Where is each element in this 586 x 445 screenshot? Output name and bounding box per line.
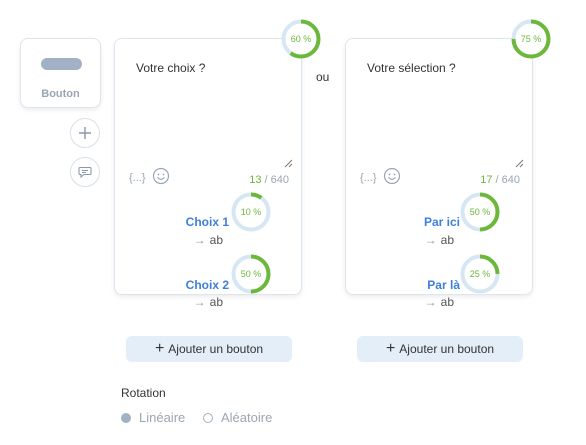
radio-aleatoire[interactable]: Aléatoire <box>203 410 272 425</box>
choice-target[interactable]: → ab <box>193 233 223 247</box>
choice-label[interactable]: Par ici <box>423 215 460 229</box>
arrow-right-icon: → <box>424 295 437 309</box>
choice-percent-ring: 50 % <box>231 254 271 294</box>
choice-percent-ring: 10 % <box>231 192 271 232</box>
plus-icon: + <box>154 340 165 357</box>
separator-text: ou <box>316 70 330 84</box>
choice-card-1: Votre choix ? {...} 13 / 640 Choix 1 → ab… <box>114 38 302 362</box>
card-completion-ring: 60 % <box>281 19 321 59</box>
emoji-icon[interactable] <box>152 167 170 185</box>
prompt-text[interactable]: Votre sélection ? <box>367 61 456 75</box>
radio-selected-icon <box>121 412 131 423</box>
button-shape-icon <box>41 58 82 70</box>
arrow-right-icon: → <box>193 295 206 309</box>
card-completion-label: 75 % <box>520 34 542 44</box>
choice-progress-ring-svg <box>460 192 500 232</box>
card-completion-ring: 75 % <box>511 19 551 59</box>
choice-percent-ring: 25 % <box>460 254 500 294</box>
choice-label[interactable]: Par là <box>427 278 460 292</box>
variable-icon[interactable]: {...} <box>360 172 377 184</box>
plus-icon <box>79 127 91 139</box>
plus-icon: + <box>385 340 396 357</box>
button-tool-card[interactable]: Bouton <box>20 38 101 108</box>
add-button-button[interactable]: + Ajouter un bouton <box>357 336 523 362</box>
arrow-right-icon: → <box>424 233 437 247</box>
choice-progress-ring-svg <box>231 192 271 232</box>
choice-progress-ring-svg <box>460 254 500 294</box>
counter-current: 17 <box>480 174 493 186</box>
counter-max: / 640 <box>261 174 289 186</box>
button-tool-label: Bouton <box>41 88 80 100</box>
add-button-button[interactable]: + Ajouter un bouton <box>126 336 292 362</box>
rotation-title: Rotation <box>121 386 166 400</box>
choice-percent-label: 25 % <box>469 269 491 279</box>
choice-target[interactable]: → ab <box>193 295 223 309</box>
radio-lineaire[interactable]: Linéaire <box>121 410 185 425</box>
counter-max: / 640 <box>492 174 520 186</box>
choice-target[interactable]: → ab <box>424 233 454 247</box>
card-completion-label: 60 % <box>290 34 312 44</box>
choice-label[interactable]: Choix 1 <box>185 215 229 229</box>
card-completion-ring-svg <box>281 19 321 59</box>
add-comment-button[interactable] <box>70 157 100 187</box>
choice-target[interactable]: → ab <box>424 295 454 309</box>
choice-progress-ring-svg <box>231 254 271 294</box>
radio-unselected-icon <box>203 412 213 423</box>
variable-icon[interactable]: {...} <box>129 172 146 184</box>
choice-card-2: Votre sélection ? {...} 17 / 640 Par ici… <box>345 38 533 362</box>
add-element-button[interactable] <box>70 118 100 148</box>
choice-percent-ring: 50 % <box>460 192 500 232</box>
character-counter: 13 / 640 <box>249 174 289 186</box>
resize-handle-icon[interactable] <box>283 158 293 168</box>
arrow-right-icon: → <box>193 233 206 247</box>
counter-current: 13 <box>249 174 262 186</box>
character-counter: 17 / 640 <box>480 174 520 186</box>
choice-percent-label: 50 % <box>469 207 491 217</box>
choice-percent-label: 10 % <box>240 207 262 217</box>
choice-percent-label: 50 % <box>240 269 262 279</box>
emoji-icon[interactable] <box>383 167 401 185</box>
choice-label[interactable]: Choix 2 <box>185 278 229 292</box>
resize-handle-icon[interactable] <box>514 158 524 168</box>
comment-icon <box>78 166 92 179</box>
card-completion-ring-svg <box>511 19 551 59</box>
prompt-text[interactable]: Votre choix ? <box>136 61 206 75</box>
